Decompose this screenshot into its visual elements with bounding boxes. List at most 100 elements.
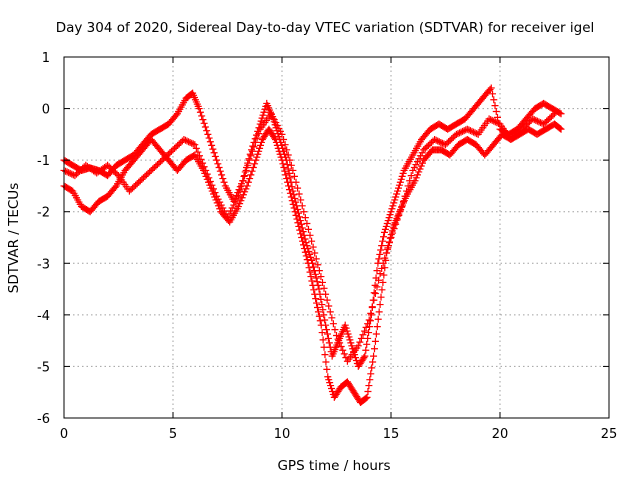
data-point	[522, 121, 530, 129]
data-point	[132, 181, 140, 189]
data-point	[315, 285, 323, 293]
data-point	[396, 178, 404, 186]
data-point	[228, 204, 236, 212]
data-point	[271, 134, 279, 142]
data-point	[287, 161, 295, 169]
data-point	[286, 189, 294, 197]
data-point	[381, 254, 389, 262]
data-point	[508, 134, 516, 142]
data-point	[306, 268, 314, 276]
data-point	[236, 200, 244, 208]
data-point	[127, 186, 135, 194]
data-point	[224, 213, 231, 221]
data-point	[515, 128, 523, 136]
data-point	[487, 116, 495, 124]
data-point	[380, 233, 388, 241]
data-point	[234, 203, 242, 211]
data-point	[339, 346, 347, 354]
data-point	[485, 115, 493, 123]
data-point	[310, 286, 318, 294]
data-point	[218, 171, 226, 179]
data-point	[197, 155, 205, 163]
x-tick-label: 5	[169, 427, 177, 442]
data-point	[359, 331, 367, 339]
data-point	[325, 339, 333, 347]
grid	[64, 57, 609, 418]
data-point	[377, 246, 385, 254]
data-point	[289, 200, 297, 208]
data-point	[250, 143, 258, 151]
data-points	[60, 84, 565, 407]
data-point	[306, 231, 314, 239]
data-point	[379, 278, 387, 286]
data-point	[347, 339, 355, 347]
data-point	[321, 351, 329, 359]
data-point	[421, 144, 429, 152]
data-point	[394, 187, 402, 195]
data-point	[494, 119, 502, 127]
data-point	[281, 167, 289, 175]
data-point	[292, 178, 300, 186]
data-point	[316, 317, 324, 325]
data-point	[492, 108, 500, 116]
data-point	[390, 199, 398, 207]
data-point	[448, 135, 456, 143]
data-point	[258, 114, 266, 122]
data-point	[391, 196, 399, 204]
data-point	[396, 207, 404, 215]
data-point	[234, 192, 242, 200]
data-point	[426, 140, 434, 148]
data-point	[72, 170, 80, 178]
data-point	[532, 116, 540, 124]
data-point	[302, 252, 310, 260]
data-point	[364, 334, 372, 342]
data-point	[317, 273, 325, 281]
data-point	[273, 122, 281, 130]
data-point	[512, 131, 520, 139]
data-point	[169, 146, 177, 154]
data-point	[241, 168, 249, 176]
data-point	[312, 295, 320, 303]
data-point	[544, 116, 552, 124]
data-point	[417, 162, 425, 170]
data-point	[387, 234, 395, 241]
data-point	[318, 278, 326, 286]
data-point	[143, 171, 151, 179]
data-point	[320, 284, 328, 292]
data-point	[328, 314, 336, 322]
data-point	[387, 208, 395, 216]
data-point	[440, 140, 448, 148]
data-point	[285, 182, 293, 190]
data-point	[303, 220, 311, 228]
data-point	[254, 150, 262, 158]
data-point	[468, 127, 476, 135]
data-point	[357, 334, 365, 342]
data-point	[486, 85, 494, 93]
data-point	[535, 118, 543, 126]
data-point	[342, 324, 350, 332]
data-point	[312, 274, 320, 282]
data-point	[301, 214, 309, 222]
data-point	[319, 336, 327, 344]
x-axis-title: GPS time / hours	[277, 458, 390, 474]
data-point	[362, 394, 370, 402]
data-point	[177, 138, 185, 146]
data-point	[410, 164, 418, 172]
data-point	[403, 187, 411, 195]
data-point	[431, 136, 439, 144]
data-point	[393, 190, 401, 198]
data-point	[202, 166, 210, 174]
data-point	[333, 331, 340, 339]
data-point	[370, 296, 378, 304]
data-point	[375, 276, 383, 284]
data-point	[526, 118, 534, 126]
data-point	[205, 134, 213, 142]
data-point	[172, 143, 180, 151]
data-point	[549, 111, 557, 119]
data-point	[363, 393, 371, 401]
data-point	[107, 164, 115, 172]
data-point	[454, 130, 462, 138]
data-point	[362, 346, 370, 354]
data-point	[317, 321, 325, 329]
data-point	[456, 129, 464, 137]
